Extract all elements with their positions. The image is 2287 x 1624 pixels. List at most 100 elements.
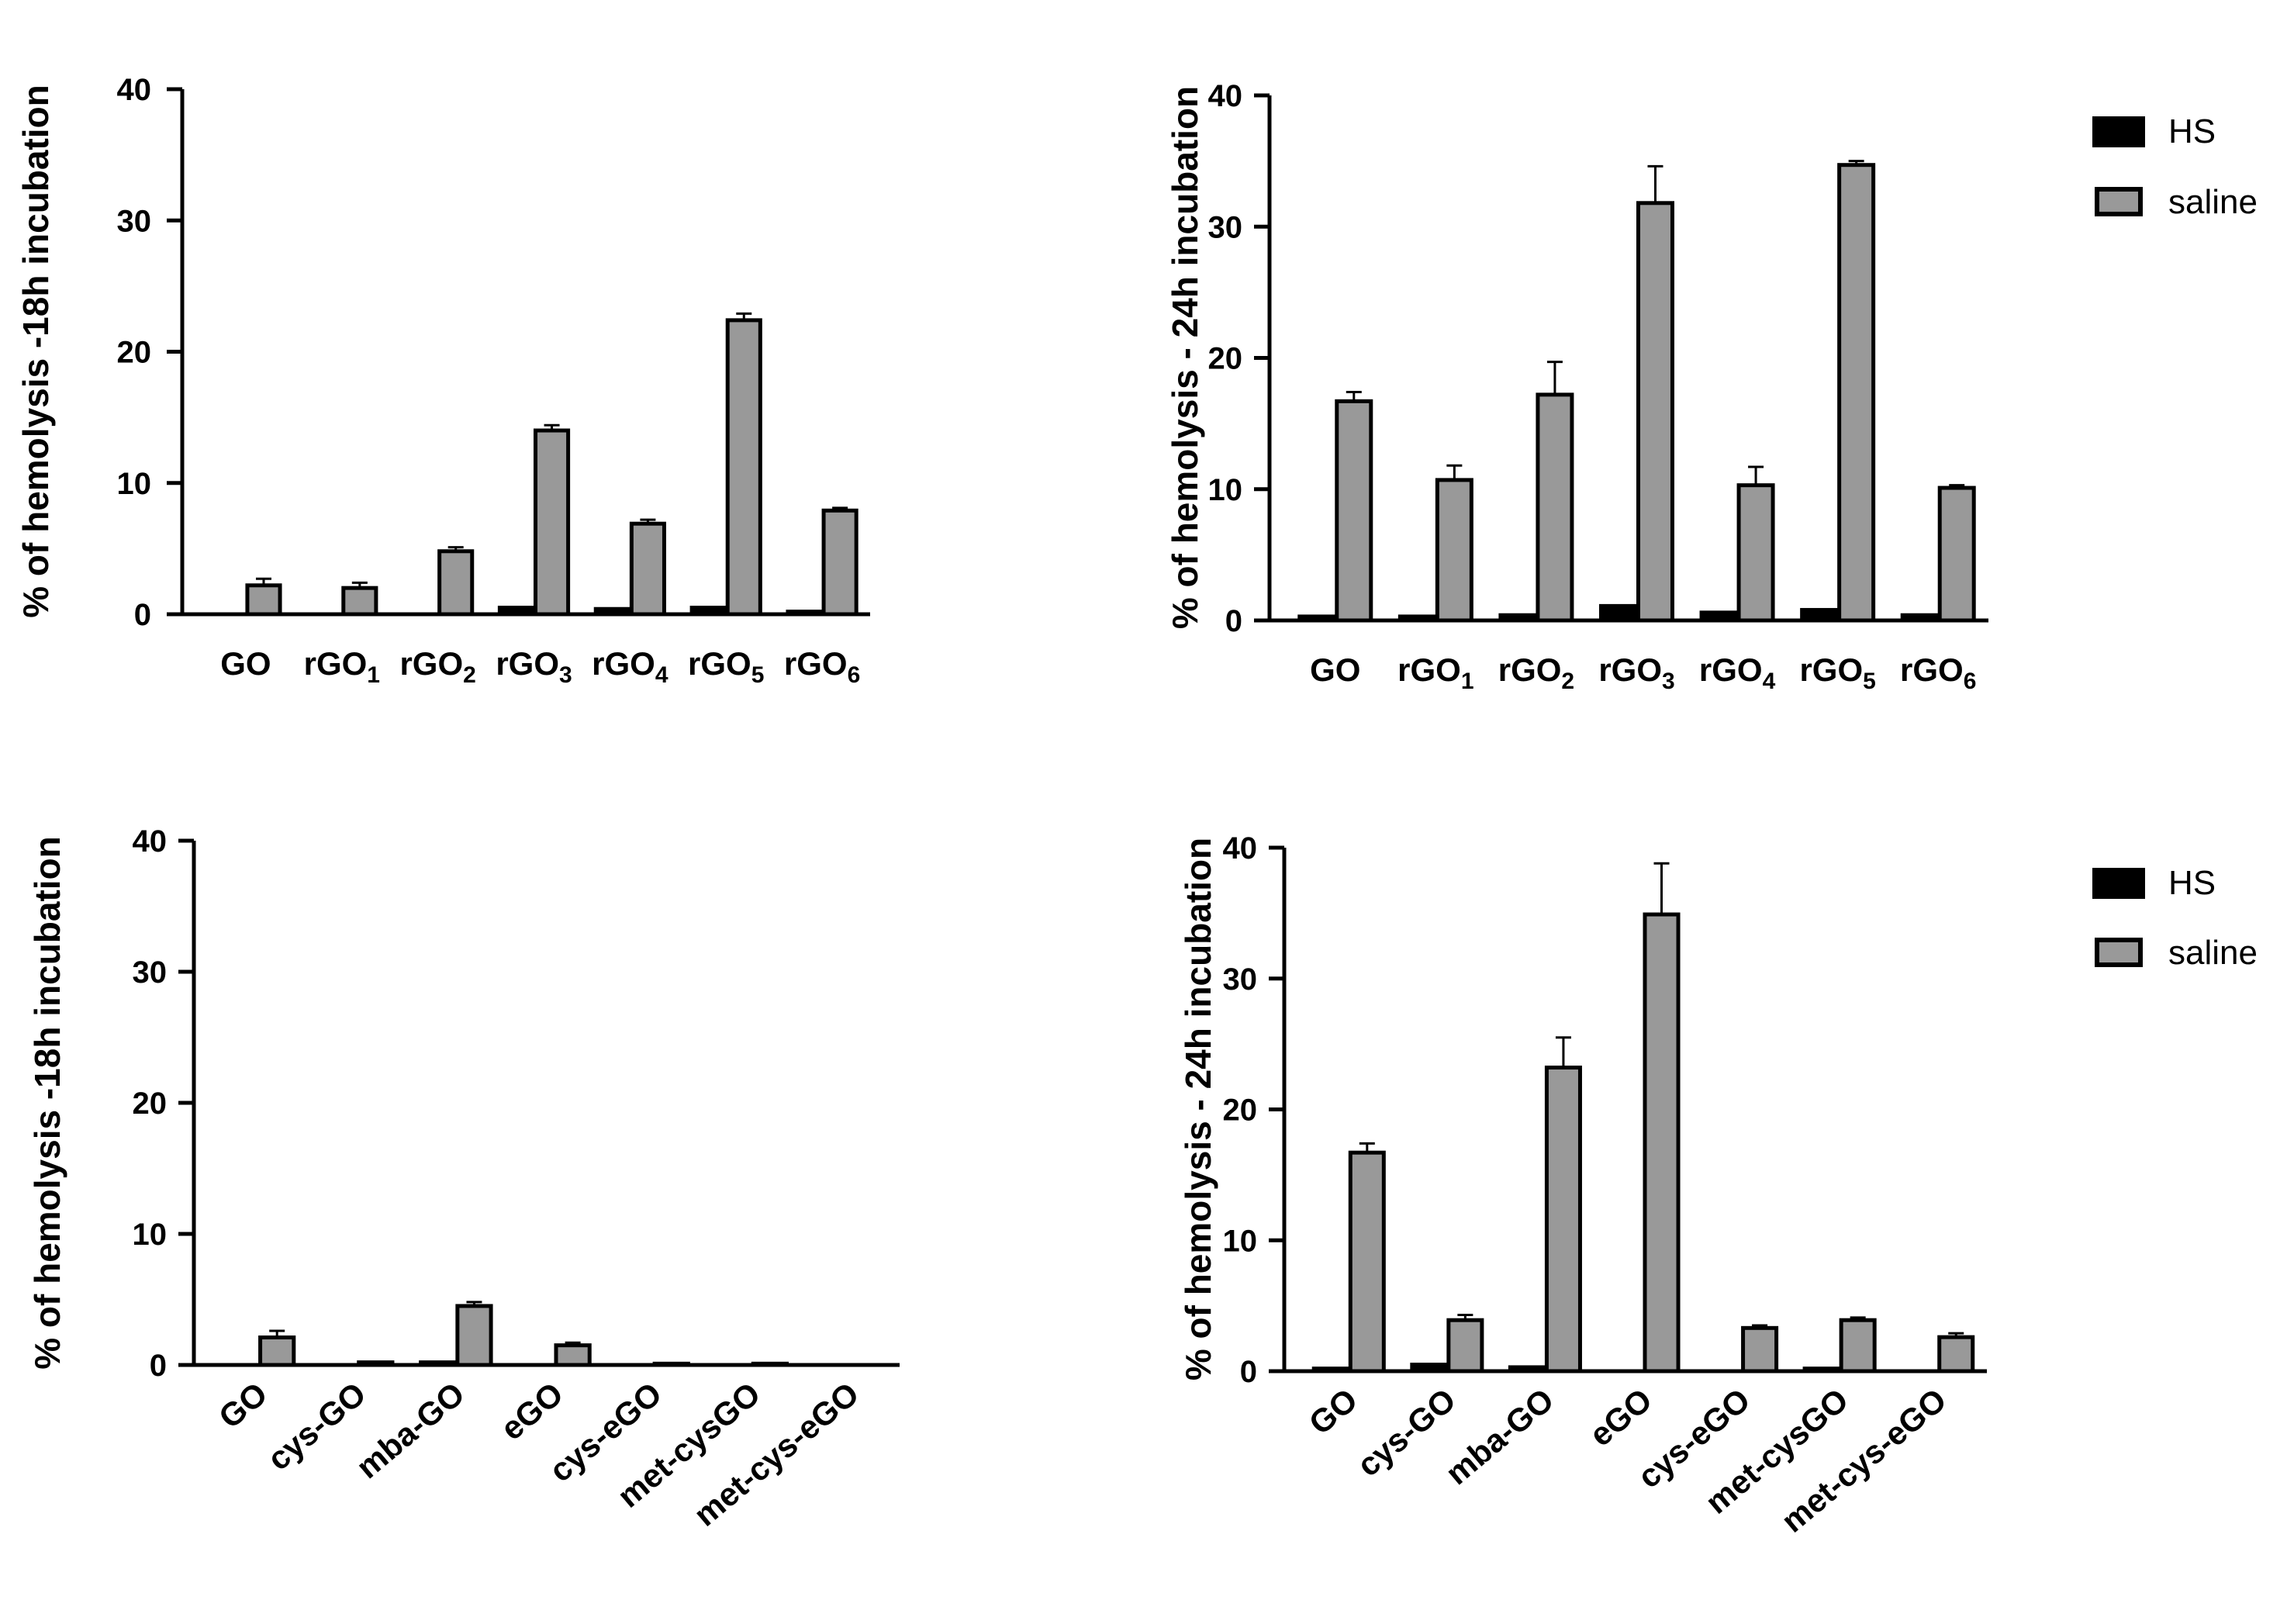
legend-label-hs: HS [2168, 112, 2216, 150]
y-axis-label: % of hemolysis -18h incubation [16, 85, 56, 618]
y-tick-label: 40 [133, 824, 168, 859]
bar-saline [1335, 399, 1373, 623]
bar-saline [1348, 1150, 1386, 1373]
y-tick-label: 20 [1208, 342, 1243, 376]
y-tick-label: 40 [1208, 79, 1243, 113]
bar-saline [1837, 163, 1876, 623]
bar-saline [1636, 201, 1674, 623]
legend-swatch-saline [2095, 938, 2143, 967]
x-tick-label: rGO3 [496, 645, 572, 688]
bar-hs [1498, 613, 1537, 623]
bar-saline [1446, 1318, 1484, 1373]
y-tick-label: 30 [133, 955, 168, 990]
y-tick-label: 10 [133, 1218, 168, 1252]
y-tick-label: 20 [117, 336, 152, 370]
bar-hs [689, 606, 727, 617]
x-tick-label: rGO5 [1799, 651, 1875, 694]
bar-saline [1643, 912, 1681, 1373]
x-tick-label: GO [220, 645, 271, 682]
bar-saline [534, 428, 571, 617]
x-tick-label: rGO2 [1498, 651, 1574, 694]
bar-hs [1311, 1367, 1349, 1373]
legend-bottom: HS saline [2092, 864, 2258, 972]
bar-hs [1900, 613, 1939, 623]
x-tick-label: rGO4 [1699, 651, 1776, 694]
x-tick-label: rGO6 [1900, 651, 1976, 694]
x-tick-label: met-cys-eGO [687, 1375, 865, 1533]
bar-hs [1599, 603, 1637, 623]
bar-saline [821, 508, 858, 617]
y-axis-label: % of hemolysis - 24h incubation [1178, 838, 1218, 1380]
bar-hs [1699, 610, 1738, 623]
bar-saline [629, 521, 666, 617]
y-tick-label: 0 [1240, 1355, 1257, 1389]
x-tick-label: rGO4 [592, 645, 668, 688]
bar-hs [1397, 614, 1436, 623]
bar-saline [725, 318, 762, 617]
bar-saline [1839, 1318, 1877, 1373]
legend-label-hs: HS [2168, 864, 2216, 902]
y-tick-label: 30 [1223, 962, 1258, 997]
bar-saline [357, 1360, 395, 1367]
bar-saline [1544, 1066, 1582, 1373]
bar-saline [1937, 485, 1976, 623]
bar-saline [455, 1304, 493, 1367]
bar-hs [419, 1360, 457, 1367]
bar-hs [497, 606, 534, 617]
bar-hs [786, 610, 823, 617]
bar-hs [1800, 607, 1839, 623]
bar-saline [258, 1335, 296, 1367]
chart-panel-b: % of hemolysis - 24h incubation 0 10 20 30 40… [1165, 79, 1988, 694]
bar-saline [245, 583, 282, 617]
bar-saline [1736, 483, 1775, 623]
bar-hs [1508, 1365, 1546, 1373]
bar-hs [1297, 614, 1336, 623]
bar-saline [554, 1343, 592, 1367]
chart-panel-a: % of hemolysis -18h incubation 0 10 20 30 40 G… [16, 73, 870, 688]
bar-saline [341, 586, 378, 617]
x-tick-label: mba-GO [1439, 1381, 1560, 1492]
x-tick-label: rGO6 [784, 645, 860, 688]
x-tick-label: eGO [494, 1375, 570, 1447]
chart-panel-c: % of hemolysis -18h incubation 0 10 20 30 40 G… [27, 824, 900, 1533]
y-tick-label: 20 [1223, 1094, 1258, 1128]
x-tick-label: GO [1310, 651, 1360, 688]
y-axis-label: % of hemolysis -18h incubation [27, 836, 67, 1370]
x-tick-label: eGO [1583, 1381, 1659, 1453]
x-tick-label: mba-GO [350, 1375, 472, 1486]
legend-top: HS saline [2092, 112, 2258, 221]
x-tick-label: met-cys-eGO [1774, 1381, 1953, 1539]
y-tick-label: 30 [117, 204, 152, 238]
legend-label-saline: saline [2168, 934, 2258, 972]
x-tick-label: rGO3 [1598, 651, 1674, 694]
y-tick-label: 10 [1208, 473, 1243, 507]
y-tick-label: 40 [117, 73, 152, 107]
y-tick-label: 0 [150, 1349, 167, 1383]
y-tick-label: 40 [1223, 831, 1258, 866]
bar-hs [1802, 1367, 1840, 1373]
bar-saline [1741, 1325, 1779, 1373]
bar-saline [437, 549, 475, 617]
y-tick-label: 20 [133, 1087, 168, 1121]
bar-saline [1536, 392, 1574, 623]
x-tick-label: GO [1302, 1381, 1364, 1442]
legend-swatch-hs [2092, 116, 2145, 147]
x-tick-label: rGO2 [399, 645, 475, 688]
y-tick-label: 10 [117, 467, 152, 501]
x-tick-label: rGO1 [1397, 651, 1473, 694]
legend-swatch-hs [2092, 868, 2145, 899]
legend-swatch-saline [2095, 187, 2143, 216]
bar-saline [652, 1361, 690, 1367]
legend-label-saline: saline [2168, 183, 2258, 221]
y-tick-label: 0 [134, 598, 151, 632]
y-axis-label: % of hemolysis - 24h incubation [1165, 86, 1205, 629]
x-tick-label: rGO1 [304, 645, 380, 688]
x-tick-label: GO [212, 1375, 274, 1436]
bar-saline [1435, 478, 1473, 623]
bar-hs [1410, 1363, 1448, 1373]
bar-hs [593, 606, 630, 617]
bar-saline [1937, 1335, 1975, 1373]
y-tick-label: 10 [1223, 1224, 1258, 1258]
x-tick-label: rGO5 [688, 645, 764, 688]
